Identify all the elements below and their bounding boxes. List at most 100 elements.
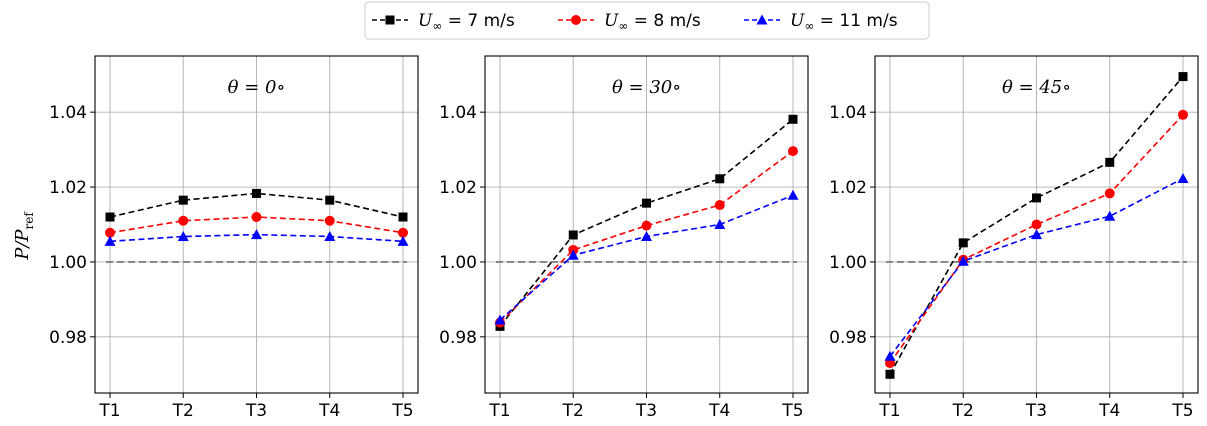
data-point (494, 314, 506, 325)
series-3 (494, 189, 799, 325)
x-tick-label: T4 (708, 401, 730, 421)
legend-entry: U∞ = 8 m/s (558, 11, 701, 33)
x-tick-label: T2 (172, 401, 194, 421)
x-tick-label: T3 (1025, 401, 1047, 421)
y-tick-label: 1.04 (829, 103, 867, 123)
data-point (251, 212, 262, 223)
legend-frame (364, 1, 930, 40)
data-point (787, 189, 799, 200)
panel-title: θ = 30∘ (612, 77, 681, 98)
x-tick-label: T1 (878, 401, 900, 421)
data-point (105, 227, 115, 238)
legend-marker (571, 15, 581, 25)
data-point (325, 195, 335, 205)
data-point (178, 195, 188, 205)
data-point (885, 369, 895, 379)
y-tick-label: 1.02 (829, 178, 867, 198)
data-point (324, 230, 336, 241)
data-point (104, 235, 116, 246)
data-point (714, 200, 725, 211)
y-tick-label: 1.04 (439, 103, 477, 123)
x-tick-label: T2 (952, 401, 974, 421)
data-point (324, 215, 335, 226)
data-point (398, 212, 408, 222)
legend-entry: U∞ = 7 m/s (372, 11, 515, 33)
series-1 (885, 72, 1188, 379)
panels: T1 T2 T3 T4 T5 0.98 1.00 1.02 1.04 θ = 0∘ T1 T2 T3 T4… (49, 55, 1199, 421)
panel-title: θ = 45∘ (1002, 77, 1071, 98)
series-2 (495, 146, 798, 328)
series-3 (104, 229, 409, 246)
data-point (105, 212, 115, 222)
series-line (109, 192, 404, 218)
data-point (178, 215, 189, 226)
data-point (641, 230, 652, 241)
data-point (642, 198, 651, 208)
y-tick-label: 1.02 (439, 178, 477, 198)
x-tick-label: T4 (1098, 401, 1120, 421)
data-point (1031, 229, 1042, 240)
series-line (889, 76, 1184, 375)
y-tick-label: 1.04 (49, 103, 87, 123)
x-tick-label: T1 (488, 401, 510, 421)
data-point (567, 249, 579, 260)
x-tick-label: T3 (245, 401, 267, 421)
data-point (884, 350, 896, 361)
data-point (1032, 193, 1041, 203)
y-axis-label-sub: ref (22, 211, 36, 230)
data-point (957, 255, 969, 266)
data-point (715, 174, 725, 184)
series-line (499, 150, 794, 324)
legend: U∞ = 7 m/s U∞ = 8 m/s U∞ = 11 m/s (364, 1, 930, 40)
y-tick-label: 1.00 (49, 253, 87, 273)
data-point (958, 238, 968, 248)
series-line (889, 114, 1184, 364)
data-point (714, 219, 726, 229)
legend-marker (756, 14, 768, 25)
legend-marker (385, 15, 395, 25)
data-point (568, 230, 578, 240)
x-tick-label: T5 (391, 401, 413, 421)
data-point (788, 114, 798, 124)
data-point (1177, 172, 1189, 183)
panel-2: T1 T2 T3 T4 T5 0.98 1.00 1.02 1.04 θ = 30∘ (439, 55, 809, 421)
panel-1: T1 T2 T3 T4 T5 0.98 1.00 1.02 1.04 θ = 0∘ (49, 55, 419, 421)
x-tick-label: T2 (562, 401, 584, 421)
data-point (641, 220, 652, 231)
legend-label: U∞ = 11 m/s (790, 11, 898, 33)
data-point (1178, 72, 1188, 82)
series-line (499, 118, 794, 327)
x-tick-label: T4 (318, 401, 340, 421)
y-tick-label: 1.00 (439, 253, 477, 273)
series-3 (884, 172, 1189, 361)
data-point (1104, 188, 1115, 199)
data-point (252, 188, 261, 198)
data-point (1178, 109, 1188, 120)
svg-text:P/Pref: P/Pref (12, 211, 36, 261)
panel-title: θ = 0∘ (228, 77, 286, 98)
data-point (251, 229, 262, 240)
y-tick-label: 1.02 (49, 178, 87, 198)
y-tick-label: 1.00 (829, 253, 867, 273)
x-tick-label: T3 (635, 401, 657, 421)
data-point (398, 227, 408, 238)
legend-label: U∞ = 7 m/s (418, 11, 515, 33)
data-point (1105, 157, 1115, 167)
legend-label: U∞ = 8 m/s (604, 11, 701, 33)
y-tick-label: 0.98 (829, 328, 867, 348)
series-1 (105, 188, 408, 222)
y-axis-label: P/Pref (12, 211, 36, 261)
y-axis-label-main: P/P (12, 229, 33, 261)
data-point (397, 235, 409, 246)
y-tick-label: 0.98 (49, 328, 87, 348)
panel-3: T1 T2 T3 T4 T5 0.98 1.00 1.02 1.04 θ = 45∘ (829, 55, 1199, 421)
series-line (889, 177, 1184, 357)
data-point (1031, 219, 1042, 230)
x-tick-label: T1 (98, 401, 120, 421)
data-point (1104, 210, 1116, 221)
data-point (177, 230, 189, 241)
data-point (788, 146, 798, 157)
series-2 (885, 109, 1188, 369)
x-tick-label: T5 (781, 401, 803, 421)
